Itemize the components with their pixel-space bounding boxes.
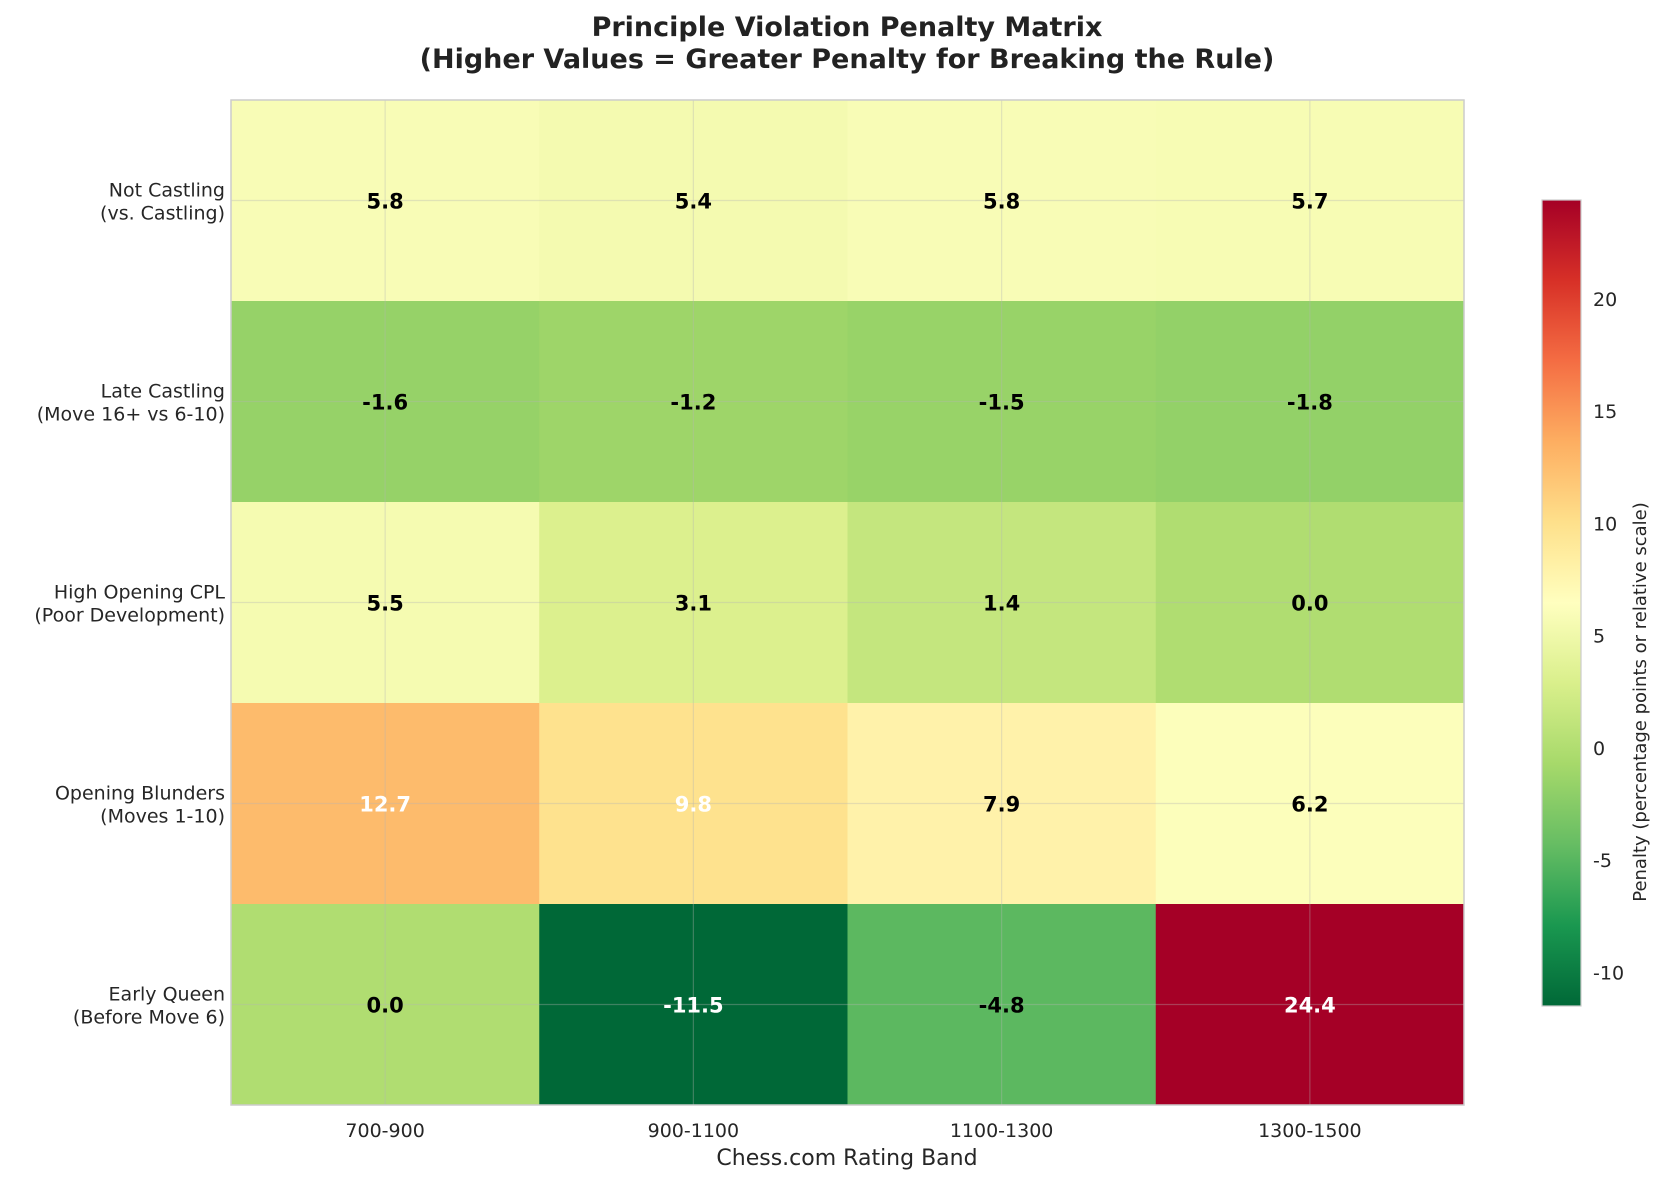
cell-value-label: 0.0	[367, 994, 404, 1018]
x-tick-label: 700-900	[345, 1120, 424, 1142]
cell-value-label: 12.7	[359, 793, 411, 817]
y-tick-label: High Opening CPL	[54, 582, 226, 604]
cell-value-label: 5.8	[983, 190, 1020, 214]
cell-value-label: 6.2	[1291, 793, 1328, 817]
cell-value-label: -4.8	[979, 994, 1025, 1018]
y-tick-label: (Moves 1-10)	[100, 806, 225, 828]
heatmap-cell-r4-c1	[539, 904, 848, 1106]
heatmap-cell-r4-c2	[847, 904, 1157, 1106]
y-tick-label: (Move 16+ vs 6-10)	[37, 404, 225, 426]
cell-value-label: 5.8	[367, 190, 404, 214]
colorbar-tick-label: 0	[1593, 738, 1605, 760]
cell-value-label: 9.8	[675, 793, 712, 817]
cell-value-label: 0.0	[1291, 592, 1328, 616]
y-axis-ticks: Not Castling(vs. Castling)Late Castling(…	[34, 180, 225, 1029]
colorbar-tick-label: -10	[1593, 962, 1624, 984]
y-tick-label: Opening Blunders	[55, 783, 225, 805]
cell-value-label: -11.5	[663, 994, 724, 1018]
cell-value-label: -1.6	[362, 391, 408, 415]
heatmap-cell-r0-c3	[1155, 100, 1465, 302]
x-tick-label: 1300-1500	[1258, 1120, 1362, 1142]
cell-value-label: 5.4	[675, 190, 712, 214]
cell-value-label: 3.1	[675, 592, 712, 616]
cell-value-label: 7.9	[983, 793, 1020, 817]
plot-frame	[230, 99, 1465, 1106]
cell-value-label: -1.8	[1287, 391, 1333, 415]
cell-value-label: 24.4	[1284, 994, 1336, 1018]
x-tick-label: 1100-1300	[950, 1120, 1054, 1142]
cell-value-label: -1.5	[979, 391, 1025, 415]
colorbar-tick-label: -5	[1593, 850, 1612, 872]
heatmap-cell-r2-c3	[1155, 502, 1465, 704]
heatmap-cell-r0-c1	[539, 100, 848, 302]
heatmap-cell-r1-c1	[539, 301, 848, 503]
cell-value-label: 1.4	[983, 592, 1020, 616]
chart-title: Principle Violation Penalty Matrix	[592, 12, 1103, 43]
heatmap-cell-r0-c0	[231, 100, 540, 302]
heatmap-cell-r2-c0	[231, 502, 540, 704]
heatmap-cells	[231, 100, 1465, 1106]
y-tick-label: (vs. Castling)	[100, 203, 225, 225]
y-tick-label: Early Queen	[109, 984, 225, 1006]
heatmap-cell-r1-c3	[1155, 301, 1465, 503]
y-tick-label: (Poor Development)	[34, 605, 225, 627]
heatmap-cell-r3-c3	[1155, 703, 1465, 905]
cell-labels: 5.8 5.4 5.8 5.7 -1.6 -1.2 -1.5 -1.8 5.5 3.1 1.4 0.0…	[359, 190, 1336, 1018]
heatmap-cell-r3-c1	[539, 703, 848, 905]
heatmap-cell-r3-c2	[847, 703, 1157, 905]
y-tick-label: (Before Move 6)	[73, 1007, 225, 1029]
y-tick-label: Late Castling	[101, 381, 225, 403]
heatmap-cell-r1-c0	[231, 301, 540, 503]
colorbar-tick-label: 10	[1593, 513, 1617, 535]
chart-subtitle: (Higher Values = Greater Penalty for Bre…	[420, 44, 1275, 75]
heatmap-cell-r4-c3	[1155, 904, 1465, 1106]
gridlines	[231, 100, 1464, 1105]
heatmap-cell-r3-c0	[231, 703, 540, 905]
heatmap-cell-r1-c2	[847, 301, 1157, 503]
colorbar-label: Penalty (percentage points or relative s…	[1630, 502, 1651, 902]
colorbar-tick-label: 15	[1593, 401, 1617, 423]
cell-value-label: 5.5	[367, 592, 404, 616]
heatmap-cell-r2-c1	[539, 502, 848, 704]
y-tick-label: Not Castling	[109, 180, 225, 202]
heatmap-cell-r4-c0	[231, 904, 540, 1106]
x-axis-ticks: 700-900 900-1100 1100-1300 1300-1500	[345, 1120, 1361, 1142]
heatmap-cell-r2-c2	[847, 502, 1157, 704]
colorbar-gradient	[1541, 199, 1582, 1007]
colorbar-tick-label: 5	[1593, 626, 1605, 648]
x-tick-label: 900-1100	[648, 1120, 739, 1142]
cell-value-label: -1.2	[670, 391, 716, 415]
x-axis-label: Chess.com Rating Band	[716, 1146, 977, 1171]
heatmap-cell-r0-c2	[847, 100, 1157, 302]
colorbar: -10 -5 0 5 10 15 20	[1541, 199, 1624, 1007]
cell-value-label: 5.7	[1291, 190, 1328, 214]
colorbar-tick-label: 20	[1593, 289, 1617, 311]
